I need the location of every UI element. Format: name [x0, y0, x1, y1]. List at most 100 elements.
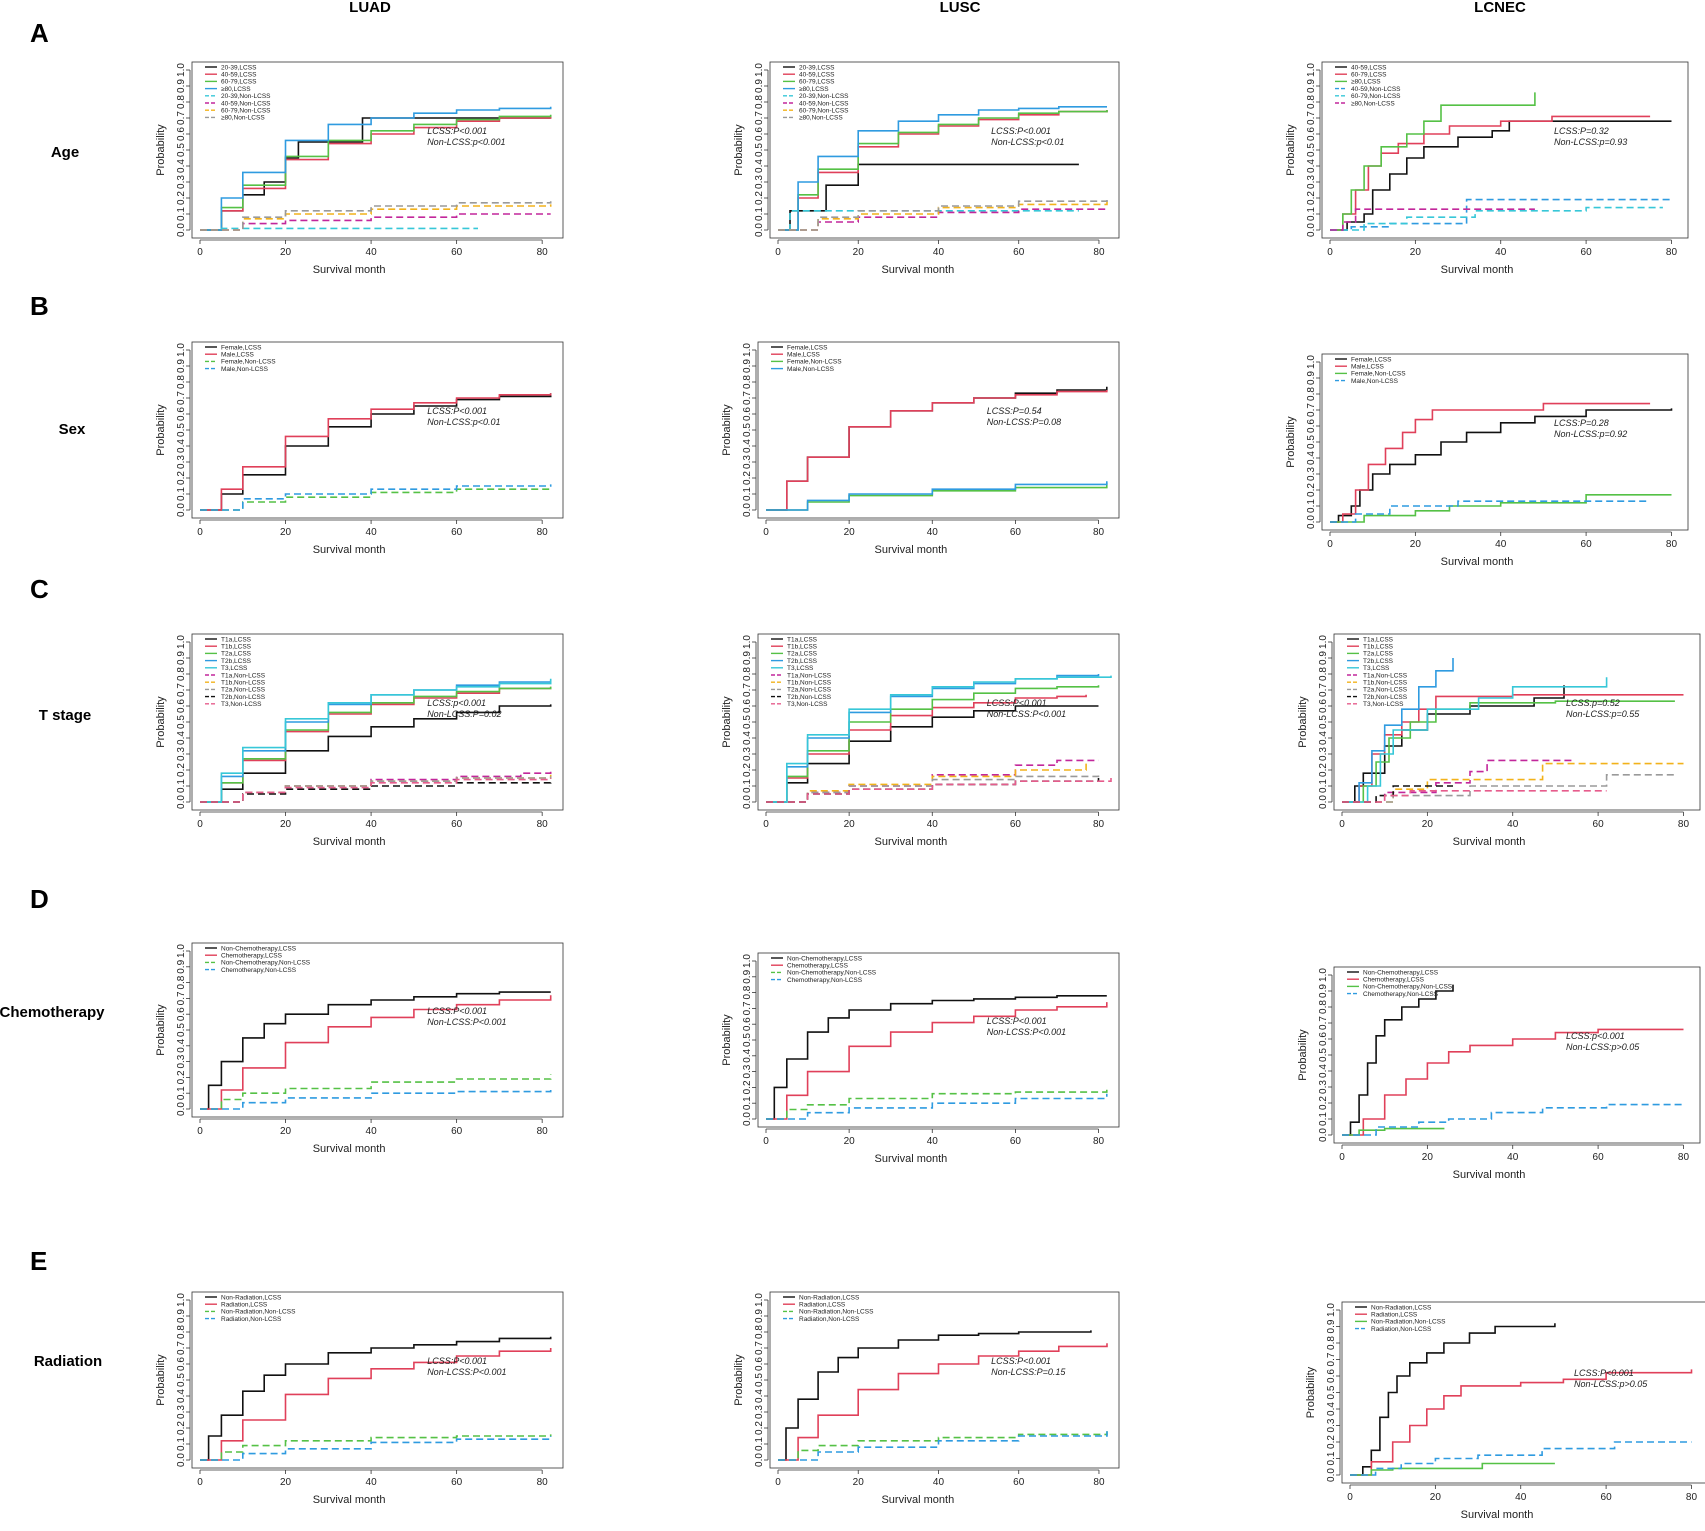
km-panel-c-lusc: 0.0 0.1 0.2 0.3 0.4 0.5 0.6 0.7 0.8 0.9 1.0 0 20 40 60… — [721, 633, 1120, 848]
legend-label: T1a,Non-LCSS — [221, 672, 266, 679]
x-axis-title: Survival month — [881, 264, 954, 276]
y-tick-label: 0.6 — [176, 699, 187, 713]
x-tick-label: 20 — [280, 819, 292, 830]
y-tick-label: 0.8 — [742, 667, 753, 681]
plot-frame — [191, 341, 564, 519]
y-tick-label: 0.3 — [754, 175, 765, 189]
x-tick-label: 40 — [933, 247, 945, 258]
y-tick-label: 0.3 — [176, 1405, 187, 1419]
y-tick-label: 1.0 — [754, 1293, 765, 1307]
legend-label: 20-39,LCSS — [799, 64, 835, 71]
y-tick-label: 0.0 — [754, 1453, 765, 1467]
x-tick-label: 80 — [1678, 1152, 1690, 1163]
x-tick-label: 40 — [366, 247, 378, 258]
legend-label: Non-Radiation,Non-LCSS — [221, 1309, 296, 1316]
legend-label: Non-Chemotherapy,LCSS — [221, 945, 297, 952]
km-panel-b-lusc: 0.0 0.1 0.2 0.3 0.4 0.5 0.6 0.7 0.8 0.9 1.0 0 20 40 60… — [721, 341, 1120, 556]
y-tick-label: 0.2 — [1318, 1096, 1329, 1110]
y-tick-label: 0.8 — [1326, 1336, 1337, 1350]
y-axis-title: Probability — [733, 1354, 745, 1406]
x-axis-title: Survival month — [875, 1153, 948, 1165]
y-tick-label: 0.6 — [1326, 1369, 1337, 1383]
x-tick-label: 40 — [927, 1136, 939, 1147]
x-axis-title: Survival month — [881, 1494, 954, 1506]
y-tick-label: 0.1 — [742, 1096, 753, 1110]
p-value-annotation: LCSS:P<0.001 — [987, 1016, 1047, 1026]
x-tick-label: 60 — [1601, 1492, 1613, 1503]
p-value-annotation: Non-LCSS:p=0.55 — [1566, 709, 1640, 719]
legend-label: T3,Non-LCSS — [787, 701, 828, 708]
series--80-lcss — [200, 106, 552, 231]
legend-label: Female,LCSS — [1351, 356, 1392, 363]
y-tick-label: 0.1 — [754, 207, 765, 221]
y-tick-label: 1.0 — [1306, 63, 1317, 77]
panel-letter-a: A — [30, 18, 49, 48]
x-tick-label: 40 — [366, 1126, 378, 1137]
legend-label: Chemotherapy,LCSS — [221, 953, 283, 960]
x-tick-label: 40 — [927, 527, 939, 538]
legend-label: Non-Radiation,Non-LCSS — [799, 1309, 874, 1316]
series-t3-lcss — [200, 678, 552, 803]
x-tick-label: 0 — [1339, 819, 1345, 830]
y-tick-label: 0.5 — [176, 1023, 187, 1037]
y-tick-label: 0.6 — [1306, 419, 1317, 433]
legend-label: T1a,Non-LCSS — [787, 672, 832, 679]
y-tick-label: 0.9 — [1326, 1319, 1337, 1333]
legend: Non-Chemotherapy,LCSSChemotherapy,LCSSNo… — [205, 945, 311, 974]
legend-label: T1b,LCSS — [787, 644, 818, 651]
legend-label: T3,LCSS — [787, 665, 814, 672]
plot-frame — [757, 341, 1120, 519]
series-t1a-lcss — [200, 704, 552, 803]
column-header-lusc: LUSC — [940, 0, 981, 16]
x-tick-label: 20 — [853, 1477, 865, 1488]
y-tick-label: 0.4 — [176, 1389, 187, 1403]
p-value-annotation: LCSS:P=0.28 — [1554, 418, 1609, 428]
y-tick-label: 0.0 — [1326, 1468, 1337, 1482]
legend-label: Male,LCSS — [1351, 364, 1385, 371]
y-tick-label: 0.7 — [176, 391, 187, 405]
series-non-chemotherapy-non-lcss — [200, 1074, 552, 1110]
legend-label: Non-Chemotherapy,LCSS — [787, 955, 863, 962]
x-tick-label: 60 — [1593, 1152, 1605, 1163]
series--80-non-lcss — [200, 201, 552, 231]
y-tick-label: 1.0 — [754, 63, 765, 77]
y-tick-label: 0.5 — [1306, 143, 1317, 157]
y-tick-label: 0.0 — [176, 1453, 187, 1467]
x-tick-label: 20 — [844, 819, 856, 830]
y-tick-label: 0.8 — [176, 975, 187, 989]
legend-label: 20-39,Non-LCSS — [799, 93, 849, 100]
km-panel-a-lusc: 0.0 0.1 0.2 0.3 0.4 0.5 0.6 0.7 0.8 0.9 1.0 0 20 40 60… — [733, 61, 1120, 276]
y-tick-label: 0.1 — [1318, 1112, 1329, 1126]
y-tick-label: 0.9 — [742, 651, 753, 665]
y-tick-label: 0.7 — [1318, 1016, 1329, 1030]
y-tick-label: 0.5 — [742, 423, 753, 437]
y-tick-label: 0.5 — [742, 715, 753, 729]
y-tick-label: 0.8 — [742, 985, 753, 999]
series-radiation-lcss — [778, 1343, 1108, 1461]
x-tick-label: 80 — [1093, 1136, 1105, 1147]
y-tick-label: 0.4 — [1326, 1402, 1337, 1416]
legend-label: ≥80,Non-LCSS — [1351, 100, 1395, 107]
x-tick-label: 20 — [280, 247, 292, 258]
series-t1a-non-lcss — [200, 770, 552, 803]
legend-label: 60-79,LCSS — [799, 79, 835, 86]
x-axis-title: Survival month — [1453, 836, 1526, 848]
y-tick-label: 0.2 — [176, 763, 187, 777]
legend-label: Female,Non-LCSS — [221, 359, 276, 366]
x-tick-label: 0 — [197, 1126, 203, 1137]
y-tick-label: 0.9 — [754, 1309, 765, 1323]
km-panel-c-luad: 0.0 0.1 0.2 0.3 0.4 0.5 0.6 0.7 0.8 0.9 1.0 0 20 40 60… — [155, 633, 564, 848]
legend-label: Radiation,Non-LCSS — [221, 1316, 282, 1323]
km-panel-d-lcnec: 0.0 0.1 0.2 0.3 0.4 0.5 0.6 0.7 0.8 0.9 1.0 0 20 40 60… — [1297, 966, 1701, 1181]
y-tick-label: 0.1 — [1306, 499, 1317, 513]
y-tick-label: 0.4 — [176, 159, 187, 173]
x-tick-label: 40 — [933, 1477, 945, 1488]
x-tick-label: 20 — [853, 247, 865, 258]
y-axis-title: Probability — [721, 404, 733, 456]
legend-label: T1b,Non-LCSS — [787, 680, 832, 687]
p-value-annotation: LCSS:p<0.001 — [1566, 1031, 1625, 1041]
legend: Female,LCSSMale,LCSSFemale,Non-LCSSMale,… — [205, 344, 276, 373]
x-tick-label: 0 — [775, 1477, 781, 1488]
legend: Female,LCSSMale,LCSSFemale,Non-LCSSMale,… — [1335, 356, 1406, 385]
